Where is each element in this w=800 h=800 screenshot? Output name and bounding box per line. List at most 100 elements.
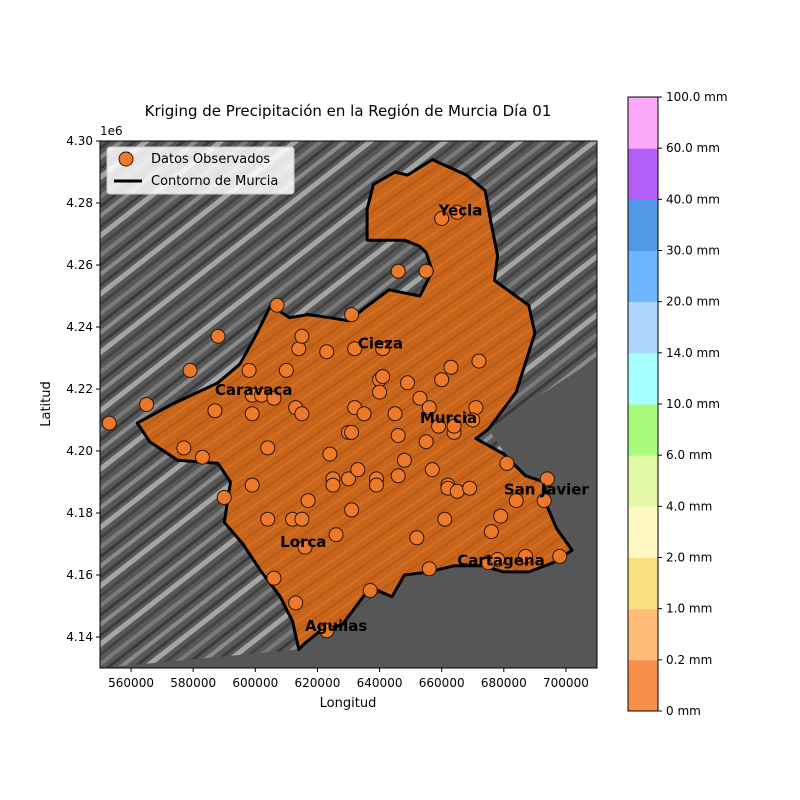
y-tick-label: 4.22 (66, 382, 93, 396)
x-tick-label: 680000 (481, 676, 527, 690)
observed-point (483, 524, 499, 540)
observed-point (390, 428, 406, 443)
colorbar-segment (628, 97, 658, 149)
observed-point (294, 511, 310, 527)
colorbar-label: 0 mm (666, 704, 701, 718)
colorbar-segment (628, 506, 658, 558)
y-tick-label: 4.28 (66, 196, 93, 210)
observed-point (216, 490, 232, 505)
x-tick-label: 620000 (295, 676, 341, 690)
y-tick-label: 4.20 (66, 444, 93, 458)
observed-point (319, 623, 335, 639)
observed-point (434, 211, 450, 226)
legend-marker-icon (118, 151, 134, 167)
x-tick-label: 640000 (357, 676, 403, 690)
observed-point (536, 493, 552, 509)
observed-point (552, 548, 568, 564)
legend-box (106, 146, 295, 195)
x-tick-label: 560000 (108, 676, 154, 690)
observed-point (139, 397, 155, 412)
observed-point (390, 468, 406, 484)
colorbar-label: 0.2 mm (666, 653, 712, 667)
observed-point (396, 452, 412, 468)
observed-point (443, 359, 459, 375)
city-label: Lorca (280, 533, 326, 551)
observed-point (266, 570, 282, 586)
observed-point (390, 263, 406, 279)
observed-point (434, 372, 450, 388)
observed-point (322, 446, 338, 462)
observed-point (266, 390, 282, 406)
colorbar-segment (628, 301, 658, 354)
colorbar-segment (628, 352, 658, 405)
observed-point (449, 204, 465, 220)
y-tick-label: 4.24 (66, 320, 93, 334)
colorbar-segment (628, 608, 658, 661)
observed-point (176, 440, 192, 456)
city-label: Cieza (358, 335, 403, 353)
observed-point (356, 406, 372, 422)
observed-point (424, 462, 440, 478)
observed-point (347, 341, 363, 357)
colorbar-label: 2.0 mm (666, 551, 712, 565)
observed-point (372, 384, 388, 400)
colorbar-label: 14.0 mm (666, 346, 720, 360)
y-tick-label: 4.26 (66, 258, 93, 272)
observed-point (269, 297, 285, 313)
colorbar-label: 10.0 mm (666, 397, 720, 411)
murcia-contour-line (135, 158, 574, 651)
observed-point (368, 477, 384, 493)
observed-point (449, 483, 465, 499)
chart-title: Kriging de Precipitación en la Región de… (145, 102, 552, 120)
x-tick-label: 580000 (170, 676, 216, 690)
colorbar-label: 1.0 mm (666, 602, 712, 616)
x-axis: 560000 580000 600000 620000 640000 660000 6800… (108, 668, 589, 690)
colorbar-segment (628, 455, 658, 507)
observed-point (499, 455, 515, 471)
colorbar-label: 40.0 mm (666, 192, 720, 206)
observed-point (207, 403, 223, 419)
y-axis: 4.14 4.16 4.18 4.20 4.22 4.24 4.26 4.28 4.30 (66, 134, 100, 644)
colorbar-label: 6.0 mm (666, 448, 712, 462)
observed-point (210, 328, 226, 344)
observed-point (297, 539, 313, 555)
observed-point (244, 477, 260, 493)
observed-point (421, 561, 437, 577)
observed-point (241, 362, 257, 378)
observed-point (375, 369, 391, 385)
observed-point (539, 471, 555, 487)
observed-point (244, 406, 260, 422)
y-tick-label: 4.30 (66, 134, 93, 148)
observed-point (418, 434, 434, 450)
city-label: Murcia (420, 409, 477, 427)
colorbar-segment (628, 557, 658, 610)
x-tick-label: 700000 (543, 676, 589, 690)
observed-point (350, 462, 366, 478)
observed-point (471, 353, 487, 369)
observed-point (319, 344, 335, 360)
observed-point (387, 406, 403, 422)
colorbar-segment (628, 404, 658, 456)
colorbar-label: 20.0 mm (666, 295, 720, 309)
observed-point (412, 390, 428, 406)
colorbar-label: 30.0 mm (666, 244, 720, 258)
observed-point (182, 362, 198, 378)
y-offset-label: 1e6 (100, 124, 123, 138)
observed-point (288, 595, 304, 611)
observed-point (431, 418, 447, 434)
observed-point (518, 548, 534, 564)
y-tick-label: 4.14 (66, 630, 93, 644)
y-axis-label: Latitud (39, 381, 54, 427)
x-axis-label: Longitud (320, 696, 377, 711)
observed-point (195, 449, 211, 465)
y-tick-label: 4.18 (66, 506, 93, 520)
observed-point (418, 263, 434, 279)
legend-label-observed: Datos Observados (151, 152, 270, 167)
observed-point (344, 307, 360, 323)
colorbar-label: 60.0 mm (666, 141, 720, 155)
observed-point (508, 493, 524, 509)
observed-point (291, 341, 307, 357)
observed-point (344, 424, 360, 440)
legend-label-contour: Contorno de Murcia (151, 174, 278, 189)
observed-point (260, 440, 276, 456)
